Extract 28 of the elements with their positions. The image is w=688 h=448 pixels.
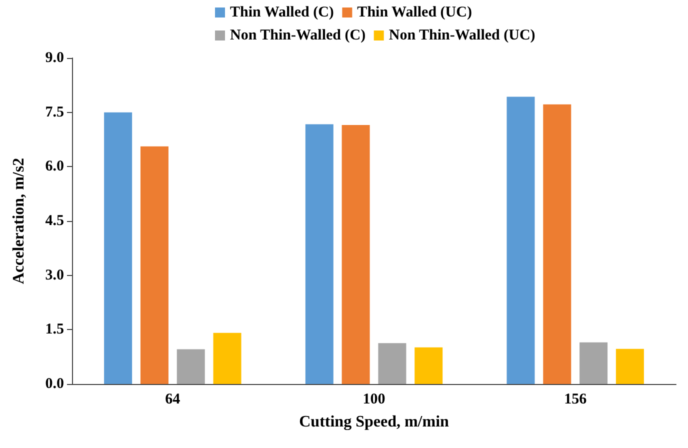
bar: [580, 342, 608, 384]
x-tick-label: 64: [165, 392, 181, 408]
x-axis-title: Cutting Speed, m/min: [299, 414, 449, 430]
x-tick-label: 156: [564, 392, 588, 408]
bar: [616, 348, 644, 384]
x-tick-label: 100: [362, 392, 386, 408]
y-tick-label: 4.5: [45, 213, 64, 229]
bar: [378, 343, 406, 384]
y-axis-title: Acceleration, m/s2: [10, 158, 28, 284]
legend-label: Thin Walled (C): [230, 4, 334, 20]
bar: [140, 146, 168, 384]
y-tick-label: 1.5: [45, 322, 64, 338]
bar: [342, 125, 370, 384]
legend-label: Non Thin-Walled (C): [230, 28, 366, 44]
y-tick-label: 3.0: [45, 267, 64, 284]
bar: [176, 349, 205, 384]
bar: [213, 332, 242, 384]
bar: [305, 124, 334, 384]
bar: [104, 112, 132, 384]
bar: [543, 104, 572, 384]
bar: [414, 347, 443, 384]
y-tick-label: 6.0: [45, 158, 64, 175]
y-tick-label: 9.0: [45, 50, 64, 66]
bar: [506, 96, 535, 384]
y-tick-label: 0.0: [45, 376, 64, 392]
legend-label: Non Thin-Walled (UC): [388, 28, 536, 44]
y-tick-label: 7.5: [45, 104, 64, 120]
legend-label: Thin Walled (UC): [357, 4, 472, 20]
